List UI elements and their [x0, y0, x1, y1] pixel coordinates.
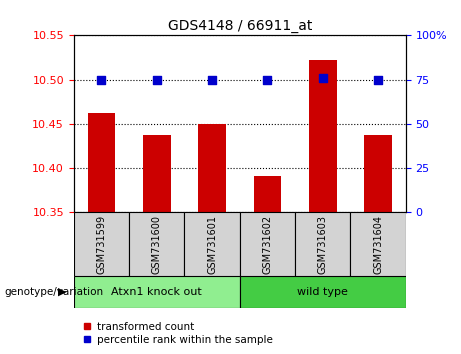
- Point: [208, 77, 216, 82]
- Bar: [143, 135, 171, 212]
- Bar: [184, 212, 240, 276]
- Text: GSM731604: GSM731604: [373, 215, 383, 274]
- Point: [319, 75, 326, 81]
- Title: GDS4148 / 66911_at: GDS4148 / 66911_at: [167, 19, 312, 33]
- Bar: [240, 212, 295, 276]
- Bar: [88, 113, 115, 212]
- Bar: [364, 135, 392, 212]
- Text: GSM731601: GSM731601: [207, 215, 217, 274]
- Text: GSM731603: GSM731603: [318, 215, 328, 274]
- Bar: [254, 176, 281, 212]
- Text: GSM731599: GSM731599: [96, 215, 106, 274]
- Text: genotype/variation: genotype/variation: [5, 287, 104, 297]
- Text: wild type: wild type: [297, 287, 348, 297]
- Bar: [295, 212, 350, 276]
- Text: ▶: ▶: [58, 287, 66, 297]
- Bar: [198, 124, 226, 212]
- Bar: [74, 276, 240, 308]
- Point: [98, 77, 105, 82]
- Bar: [74, 212, 129, 276]
- Text: GSM731600: GSM731600: [152, 215, 162, 274]
- Legend: transformed count, percentile rank within the sample: transformed count, percentile rank withi…: [79, 317, 277, 349]
- Bar: [309, 60, 337, 212]
- Bar: [129, 212, 184, 276]
- Point: [153, 77, 160, 82]
- Bar: [350, 212, 406, 276]
- Point: [264, 77, 271, 82]
- Bar: [240, 276, 406, 308]
- Text: Atxn1 knock out: Atxn1 knock out: [112, 287, 202, 297]
- Point: [374, 77, 382, 82]
- Text: GSM731602: GSM731602: [262, 215, 272, 274]
